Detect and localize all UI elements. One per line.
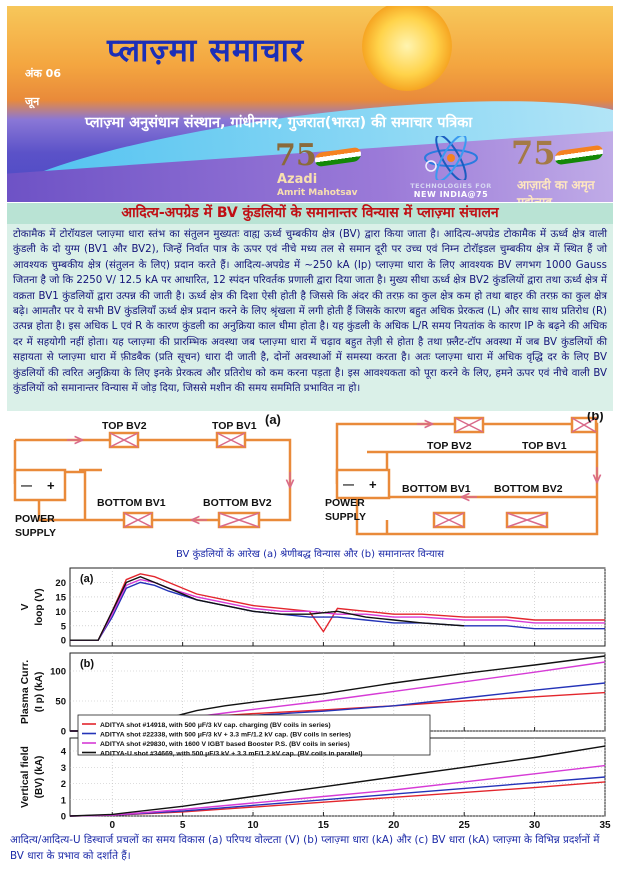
x-tick-label: 15 — [318, 820, 330, 831]
y-tick-label: 1 — [61, 795, 67, 806]
circuit-diagrams: (a) TOP BV2 TOP BV1 BOTTOM BV1 BOTTOM BV… — [7, 408, 613, 552]
newsletter-banner: प्लाज़्मा समाचार अंक 06 जून प्लाज़्मा अन… — [7, 6, 613, 202]
y-tick-label: 0 — [61, 812, 66, 823]
diagram-b-minus: — — [343, 479, 354, 491]
x-tick-label: 10 — [247, 820, 259, 831]
plot-caption: आदित्य/आदित्य-U डिस्चार्ज प्रचलों का समय… — [10, 834, 600, 862]
y-tick-label: 50 — [55, 697, 66, 708]
amrit-mahotsav-hindi-logo: 75 आज़ादी का अमृत महोत्सव — [511, 134, 613, 202]
diagram-b-plus: + — [369, 477, 377, 492]
y-axis-label: Plasma Curr. — [19, 660, 31, 724]
y-axis-label: V — [19, 603, 31, 610]
masthead-subtitle: प्लाज़्मा अनुसंधान संस्थान, गांधीनगर, गु… — [85, 115, 473, 131]
diagram-a-power-2: SUPPLY — [15, 527, 56, 539]
diagram-a-bottom-bv2: BOTTOM BV2 — [203, 497, 272, 509]
panel-frame — [69, 567, 606, 647]
y-tick-label: 10 — [55, 607, 66, 618]
y-tick-label: 20 — [55, 578, 66, 589]
legend-entry: ADITYA shot #29830, with 1600 V IGBT bas… — [100, 741, 350, 748]
y-axis-sublabel: (I p) (kA) — [34, 672, 45, 713]
diagram-a-tag: (a) — [265, 412, 281, 427]
legend-box — [77, 714, 431, 756]
diagram-b-bottom-bv2: BOTTOM BV2 — [494, 483, 563, 495]
y-tick-label: 5 — [61, 621, 67, 632]
diagram-a-power-1: POWER — [15, 513, 55, 525]
y-tick-label: 0 — [61, 636, 66, 647]
diagram-b-bottom-bv1: BOTTOM BV1 — [402, 483, 471, 495]
diagram-a-minus: — — [21, 480, 32, 492]
x-tick-label: 5 — [180, 820, 186, 831]
series-line-magenta — [70, 578, 605, 641]
legend-entry: ADITYA shot #22338, with 500 μF/3 kV + 3… — [100, 732, 351, 739]
x-tick-label: 25 — [459, 820, 471, 831]
x-tick-label: 0 — [109, 820, 115, 831]
diagram-a-bottom-bv1: BOTTOM BV1 — [97, 497, 166, 509]
y-axis-sublabel: loop (V) — [34, 588, 45, 625]
issue-month: जून — [25, 95, 40, 108]
issue-number: अंक 06 — [25, 67, 61, 80]
legend-entry: ADITYA-U shot #34669, with 500 μF/3 kV +… — [100, 751, 362, 758]
article-body: टोकामैक में टोरॉयडल प्लाज़्मा धारा स्तंभ… — [7, 224, 613, 411]
series-line-black — [69, 745, 606, 817]
y-tick-label: 4 — [61, 747, 67, 758]
panel-tag: (a) — [80, 573, 94, 585]
diagram-caption: BV कुंडलियों के आरेख (a) श्रेणीबद्ध विन्… — [176, 549, 444, 560]
diagram-a-top-bv2: TOP BV2 — [102, 420, 147, 432]
diagram-b-power-2: SUPPLY — [325, 511, 366, 523]
y-tick-label: 0 — [61, 727, 66, 738]
diagram-a-plus: + — [47, 478, 55, 493]
y-axis-sublabel: (BV) (kA) — [34, 756, 45, 799]
x-tick-label: 35 — [599, 820, 611, 831]
diagram-b-power-1: POWER — [325, 497, 365, 509]
panel-tag: (b) — [80, 658, 94, 670]
diagram-b-top-bv1: TOP BV1 — [522, 440, 567, 452]
y-tick-label: 100 — [50, 667, 66, 678]
y-tick-label: 15 — [55, 592, 66, 603]
legend-entry: ADITYA shot #14918, with 500 μF/3 kV cap… — [100, 722, 331, 729]
diagram-b-tag: (b) — [587, 412, 604, 423]
y-tick-label: 3 — [61, 763, 66, 774]
x-tick-label: 30 — [529, 820, 541, 831]
series-line-red — [70, 573, 605, 641]
azadi-amrit-mahotsav-logo: 75 Azadi Amrit Mahotsav — [275, 138, 385, 202]
series-line-black — [70, 575, 465, 641]
series-line-magenta — [69, 764, 606, 817]
y-tick-label: 2 — [61, 779, 66, 790]
atom-icon — [424, 136, 478, 180]
technologies-new-india-logo: TECHNOLOGIES FOR NEW INDIA@75 — [401, 136, 501, 202]
y-axis-label: Vertical field — [19, 746, 31, 808]
sun-graphic — [362, 6, 452, 91]
article-headline: आदित्य-अपग्रेड में BV कुंडलियों के समाना… — [7, 203, 613, 224]
diagram-b-top-bv2: TOP BV2 — [427, 440, 472, 452]
series-circuit — [13, 438, 292, 522]
x-tick-label: 20 — [388, 820, 400, 831]
masthead-title: प्लाज़्मा समाचार — [107, 31, 305, 69]
bv-coil-circuits: (a) TOP BV2 TOP BV1 BOTTOM BV1 BOTTOM BV… — [13, 408, 604, 539]
diagram-a-top-bv1: TOP BV1 — [212, 420, 257, 432]
